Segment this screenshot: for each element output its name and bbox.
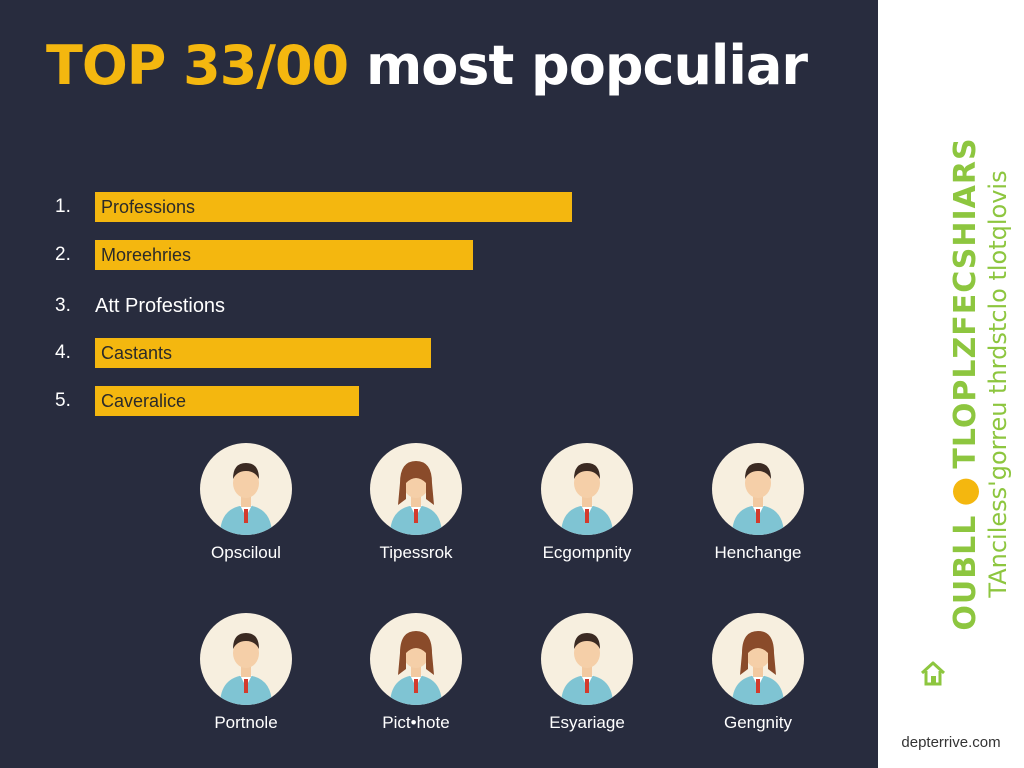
person-card: Esyariage — [502, 613, 672, 763]
title-main: most popculiar — [348, 34, 808, 97]
rank-label: Caveralice — [101, 391, 187, 411]
person-label: Gengnity — [723, 713, 793, 732]
person-card: Opsciloul — [161, 443, 331, 593]
person-label: Portnole — [214, 713, 278, 732]
side-panel — [878, 0, 1024, 768]
rank-label: Moreehries — [101, 245, 192, 265]
person-card: Pict•hote — [331, 613, 501, 763]
footer-url: depterrive.com — [901, 734, 1001, 751]
person-label: Pict•hote — [382, 713, 450, 732]
rank-number: 4. — [55, 342, 71, 363]
woman-icon — [370, 443, 462, 535]
home-icon — [920, 661, 946, 686]
person-card: Gengnity — [673, 613, 843, 763]
rank-label: Professions — [101, 197, 196, 217]
rank-bar — [95, 192, 572, 222]
rank-bar — [95, 338, 431, 368]
rank-number: 5. — [55, 390, 71, 411]
page-title: TOP 33/00 most popculiar — [46, 30, 808, 102]
person-card: Portnole — [161, 613, 331, 763]
sidebar-bold-start: OUBLL — [948, 514, 983, 631]
man-icon — [541, 443, 633, 535]
person-label: Tipessrok — [379, 543, 453, 562]
title-accent: TOP 33/00 — [46, 34, 349, 97]
rank-number: 3. — [55, 295, 71, 316]
woman-icon — [712, 613, 804, 705]
man-icon — [541, 613, 633, 705]
rank-number: 2. — [55, 244, 71, 265]
yellow-dot-icon — [952, 478, 979, 505]
sidebar-bold-end: TLOPLZFECSHIARS — [948, 137, 983, 469]
rank-bar — [95, 240, 473, 270]
rank-label: Att Profestions — [95, 295, 226, 317]
person-label: Opsciloul — [211, 543, 281, 562]
woman-icon — [370, 613, 462, 705]
person-label: Esyariage — [549, 713, 625, 732]
person-label: Henchange — [714, 543, 802, 562]
man-icon — [200, 443, 292, 535]
rank-bar — [95, 386, 359, 416]
person-card: Tipessrok — [331, 443, 501, 593]
man-icon — [712, 443, 804, 535]
person-card: Ecgompnity — [502, 443, 672, 593]
person-card: Henchange — [673, 443, 843, 593]
man-icon — [200, 613, 292, 705]
sidebar-bold-text: OUBLL TLOPLZFECSHIARS — [948, 137, 983, 630]
rank-label: Castants — [101, 343, 173, 363]
sidebar-light-text: TAnciless'gorreu thrdstclo tlotqlovis — [984, 170, 1012, 598]
person-label: Ecgompnity — [542, 543, 632, 562]
rank-number: 1. — [55, 196, 71, 217]
